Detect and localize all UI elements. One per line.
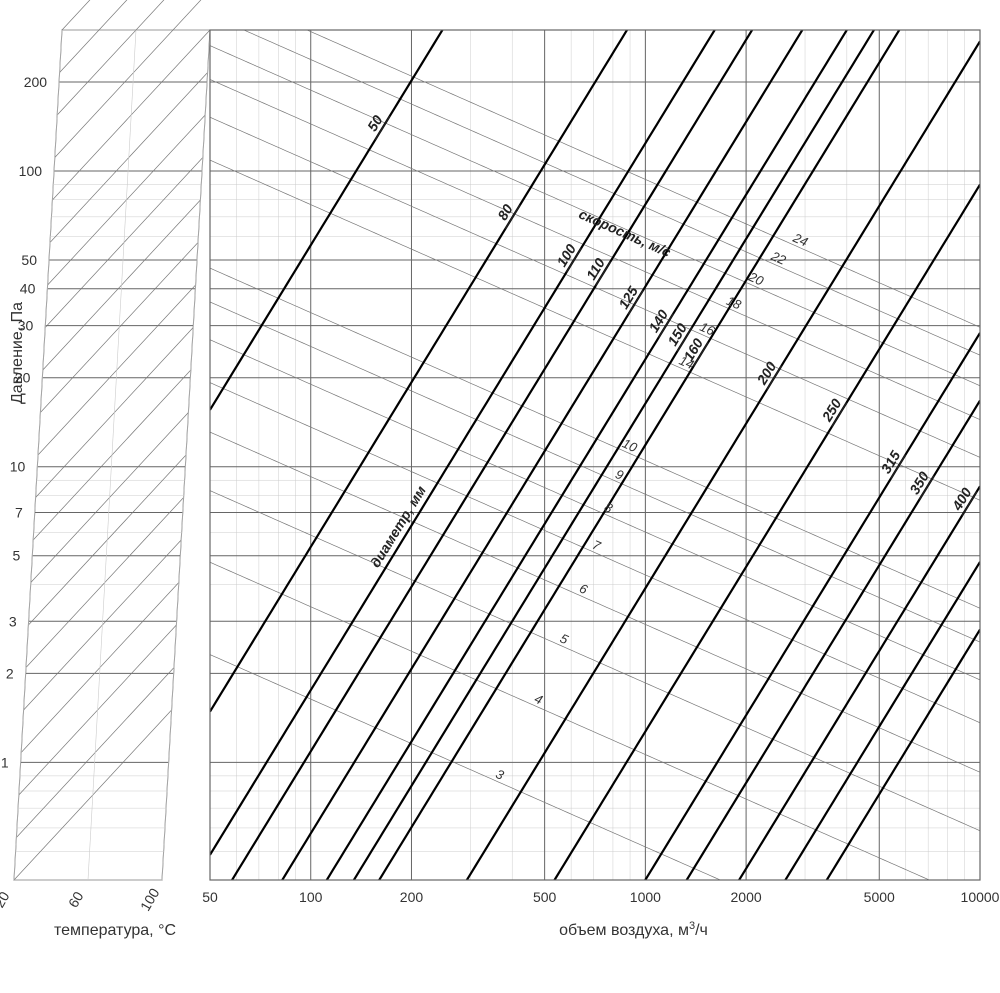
y-tick-label: 50 [21,252,37,268]
x-tick-label: 500 [533,889,557,905]
nomogram-chart: 2060100501002005001000200050001000012357… [0,0,1000,993]
y-tick-label: 3 [9,613,17,629]
x-axis-label: объем воздуха, м3/ч [559,920,708,939]
chart-svg: 2060100501002005001000200050001000012357… [0,0,1000,993]
x-tick-label: 50 [202,889,218,905]
x-tick-label: 5000 [864,889,895,905]
temp-axis-label: температура, °С [54,922,176,939]
y-tick-label: 40 [20,281,36,297]
y-tick-label: 200 [24,74,48,90]
x-tick-label: 200 [400,889,424,905]
y-tick-label: 5 [13,548,21,564]
x-tick-label: 10000 [961,889,1000,905]
y-tick-label: 1 [1,754,9,770]
y-tick-label: 100 [19,163,43,179]
y-tick-label: 2 [6,665,14,681]
x-tick-label: 100 [299,889,323,905]
y-tick-label: 10 [10,459,26,475]
y-axis-label: Давление, Па [9,302,26,404]
x-tick-label: 2000 [731,889,762,905]
x-tick-label: 1000 [630,889,661,905]
y-tick-label: 7 [15,505,23,521]
